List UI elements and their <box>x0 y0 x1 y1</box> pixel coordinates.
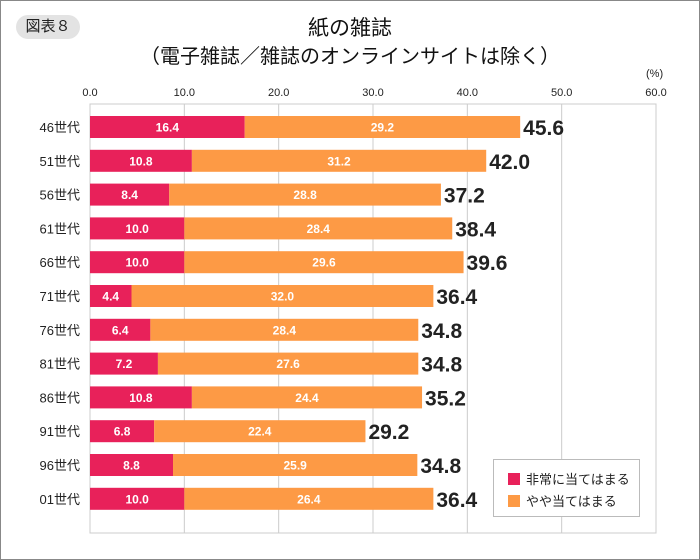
x-tick-label: 30.0 <box>362 87 383 99</box>
legend-item-somewhat: やや当てはまる <box>508 491 617 510</box>
bar-segment <box>184 217 453 240</box>
data-label: 8.8 <box>123 459 140 473</box>
total-label: 36.4 <box>436 489 477 512</box>
x-tick-label: 0.0 <box>82 87 97 99</box>
x-tick-label: 20.0 <box>268 87 289 99</box>
bar-segment <box>90 116 245 138</box>
legend-label: やや当てはまる <box>526 494 617 509</box>
bar-segment <box>154 420 366 443</box>
data-label: 8.4 <box>121 188 138 202</box>
bar-segment <box>90 454 174 476</box>
data-label: 7.2 <box>116 357 133 371</box>
bar-segment <box>150 318 419 341</box>
legend: 非常に当てはまる やや当てはまる <box>493 459 640 517</box>
bar-segment <box>184 251 464 274</box>
data-label: 10.8 <box>129 154 153 168</box>
total-label: 37.2 <box>444 185 485 208</box>
category-label: 71世代 <box>40 289 80 304</box>
category-label: 91世代 <box>40 424 80 439</box>
x-tick-label: 60.0 <box>645 87 666 99</box>
data-label: 27.6 <box>276 357 300 371</box>
bar-segment <box>90 251 185 274</box>
legend-label: 非常に当てはまる <box>526 472 630 487</box>
bar-segment <box>173 454 418 476</box>
legend-swatch <box>508 494 520 507</box>
data-label: 25.9 <box>283 459 307 473</box>
category-label: 51世代 <box>40 154 80 169</box>
category-label: 86世代 <box>40 390 80 405</box>
x-tick-label: 40.0 <box>457 87 478 99</box>
data-label: 6.8 <box>114 425 131 439</box>
chart-title: 紙の雑誌 <box>308 17 392 40</box>
data-label: 32.0 <box>271 290 295 304</box>
category-label: 61世代 <box>40 221 80 236</box>
total-label: 36.4 <box>436 286 477 309</box>
bar-segment <box>157 352 419 375</box>
bar-segment <box>184 487 434 510</box>
bar-segment <box>90 487 185 510</box>
figure-badge: 図表８ <box>16 15 80 39</box>
bar-segment <box>90 318 151 341</box>
bar-segment <box>169 183 441 206</box>
category-label: 56世代 <box>40 188 80 203</box>
category-label: 96世代 <box>40 458 80 473</box>
data-label: 24.4 <box>295 391 319 405</box>
data-label: 29.6 <box>312 256 336 270</box>
x-tick-label: 10.0 <box>174 87 195 99</box>
category-label: 81世代 <box>40 357 80 372</box>
bar-segment <box>90 149 192 172</box>
category-label: 01世代 <box>40 492 80 507</box>
category-label: 76世代 <box>40 323 80 338</box>
bar-segment <box>90 352 158 375</box>
total-label: 35.2 <box>425 387 466 410</box>
total-label: 34.8 <box>421 320 462 343</box>
total-label: 45.6 <box>523 117 564 140</box>
bar-segment <box>244 116 521 138</box>
legend-swatch <box>508 472 520 485</box>
bar-segment <box>191 149 487 172</box>
bar-segment <box>90 420 155 443</box>
total-label: 42.0 <box>489 151 530 174</box>
data-label: 4.4 <box>102 290 119 304</box>
total-label: 38.4 <box>455 218 496 241</box>
data-label: 31.2 <box>327 154 351 168</box>
x-tick-label: 50.0 <box>551 87 572 99</box>
total-label: 34.8 <box>421 354 462 377</box>
data-label: 22.4 <box>248 425 272 439</box>
data-label: 10.0 <box>125 256 149 270</box>
data-label: 10.0 <box>125 492 149 506</box>
category-label: 66世代 <box>40 255 80 270</box>
bar-segment <box>90 386 192 409</box>
data-label: 28.4 <box>307 222 331 236</box>
bar-segment <box>131 285 434 307</box>
data-label: 28.4 <box>273 323 297 337</box>
chart-subtitle: （電子雑誌／雑誌のオンラインサイトは除く） <box>140 46 560 68</box>
legend-item-strong: 非常に当てはまる <box>508 469 630 488</box>
data-label: 28.8 <box>293 188 317 202</box>
data-label: 16.4 <box>156 121 180 135</box>
bar-segment <box>90 285 132 307</box>
data-label: 10.8 <box>129 391 153 405</box>
bar-segment <box>90 183 170 206</box>
unit-label: (%) <box>646 68 664 80</box>
total-label: 39.6 <box>467 252 508 275</box>
total-label: 34.8 <box>420 455 461 478</box>
data-label: 29.2 <box>371 121 395 135</box>
data-label: 26.4 <box>297 492 321 506</box>
bar-segment <box>90 217 185 240</box>
total-label: 29.2 <box>368 421 409 444</box>
bar-segment <box>191 386 423 409</box>
data-label: 10.0 <box>125 222 149 236</box>
data-label: 6.4 <box>112 323 129 337</box>
category-label: 46世代 <box>40 120 80 135</box>
